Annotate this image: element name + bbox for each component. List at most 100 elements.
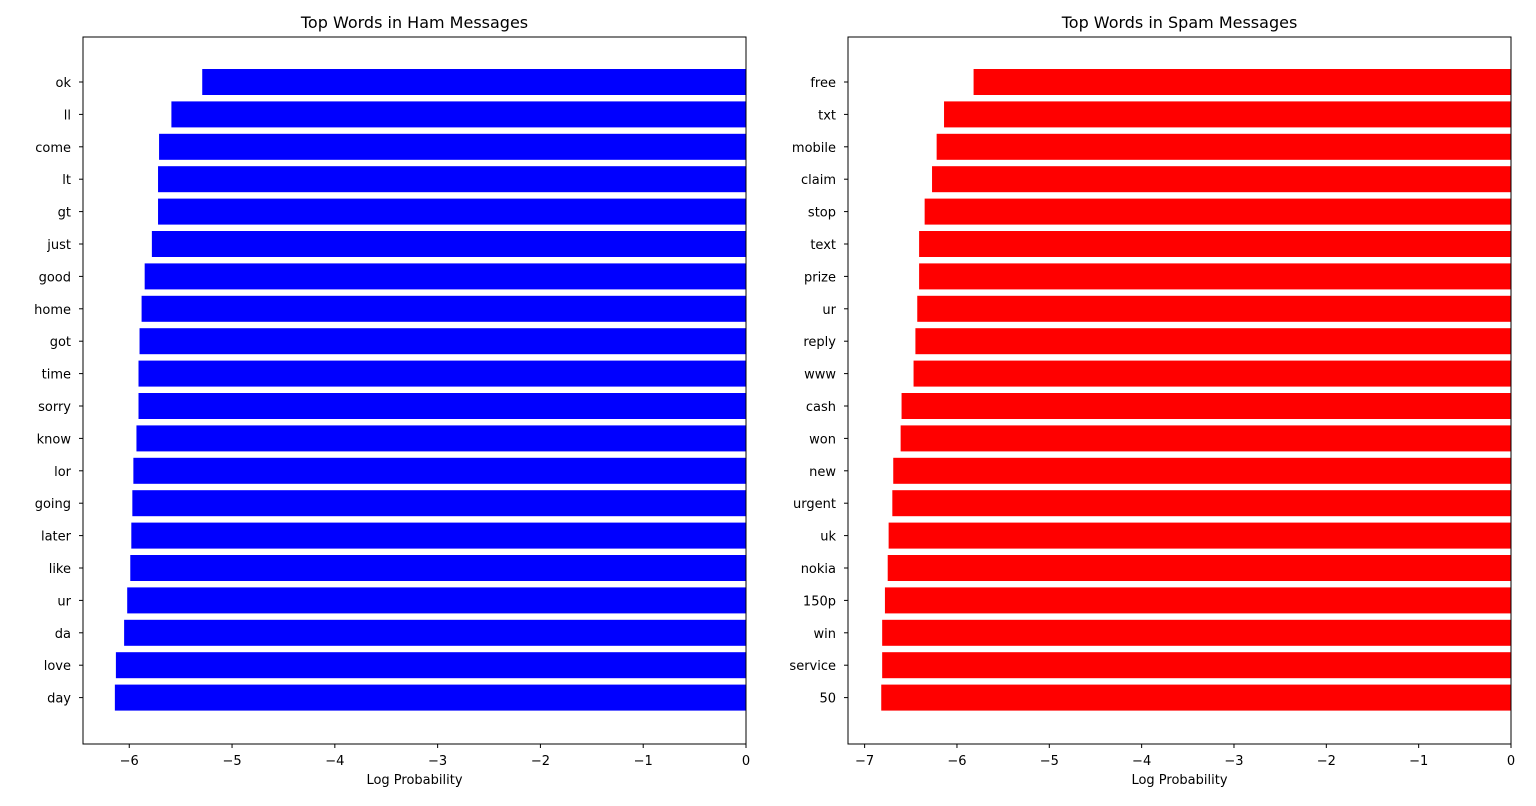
spam-bar-mobile — [936, 133, 1511, 160]
spam-bar-free — [973, 69, 1511, 95]
ham-ytick-label: da — [55, 627, 71, 642]
ham-bar-ll — [171, 101, 746, 128]
spam-xtick-label: −1 — [1409, 754, 1428, 769]
spam-xtick-label: −6 — [947, 754, 966, 769]
ham-ytick-label: lt — [62, 173, 71, 188]
spam-xtick-label: −7 — [855, 754, 874, 769]
ham-bar-lor — [133, 457, 747, 484]
spam-bar-service — [882, 652, 1511, 679]
ham-bar-later — [131, 522, 746, 549]
ham-xtick-label: −4 — [325, 754, 344, 769]
ham-bar-day — [114, 684, 747, 711]
spam-bar-50 — [881, 684, 1511, 711]
spam-ytick-label: new — [809, 465, 836, 480]
spam-bar-prize — [919, 263, 1511, 290]
ham-ytick-label: ok — [56, 76, 72, 91]
ham-ytick-label: love — [44, 659, 71, 674]
ham-bar-going — [132, 490, 746, 517]
spam-bar-uk — [888, 522, 1511, 549]
ham-x-axis-label: Log Probability — [366, 773, 462, 788]
spam-bar-ur — [917, 295, 1511, 322]
ham-chart-title: Top Words in Ham Messages — [300, 13, 528, 32]
spam-ytick-label: urgent — [793, 497, 836, 512]
spam-ytick-label: uk — [820, 530, 836, 545]
spam-ytick-label: cash — [806, 400, 836, 415]
ham-xtick-label: −3 — [428, 754, 447, 769]
ham-xtick-label: −6 — [120, 754, 139, 769]
spam-bar-new — [893, 457, 1511, 484]
ham-bar-sorry — [138, 393, 747, 419]
ham-xtick-label: −5 — [222, 754, 241, 769]
spam-ytick-label: 150p — [803, 594, 836, 609]
spam-ytick-label: prize — [804, 270, 836, 285]
spam-xtick-label: −4 — [1132, 754, 1151, 769]
ham-bar-love — [115, 652, 747, 679]
ham-bar-gt — [158, 198, 746, 225]
ham-bar-home — [141, 295, 746, 322]
spam-ytick-label: stop — [808, 206, 836, 221]
spam-xtick-label: −3 — [1224, 754, 1243, 769]
ham-bar-da — [124, 619, 747, 646]
spam-ytick-label: won — [809, 432, 836, 447]
ham-ytick-label: day — [47, 692, 71, 707]
ham-chart: Top Words in Ham Messages ok ll come lt gt jus… — [34, 13, 750, 788]
spam-bar-www — [913, 360, 1511, 387]
spam-axes-frame — [847, 36, 1512, 745]
spam-bar-won — [900, 425, 1511, 452]
spam-ytick-label: text — [810, 238, 836, 253]
spam-ytick-label: ur — [822, 303, 836, 318]
spam-bar-150p — [884, 587, 1511, 614]
spam-ytick-label: mobile — [792, 141, 836, 156]
ham-ytick-label: come — [35, 141, 71, 156]
spam-xtick-label: −5 — [1040, 754, 1059, 769]
spam-bar-reply — [915, 328, 1511, 355]
ham-bar-like — [130, 555, 747, 581]
ham-xtick-label: 0 — [742, 754, 750, 769]
ham-ytick-label: just — [46, 238, 71, 253]
spam-bar-cash — [901, 393, 1511, 419]
ham-bar-ur — [127, 587, 746, 614]
spam-bar-nokia — [887, 555, 1511, 581]
spam-bar-urgent — [892, 490, 1511, 517]
spam-chart: Top Words in Spam Messages free txt mobile c… — [789, 13, 1515, 788]
ham-bar-just — [151, 231, 747, 257]
ham-ytick-label: home — [34, 303, 71, 318]
spam-ytick-label: claim — [801, 173, 836, 188]
spam-chart-title: Top Words in Spam Messages — [1061, 13, 1298, 32]
ham-bar-got — [139, 328, 746, 355]
spam-bar-win — [882, 619, 1511, 646]
ham-ytick-label: going — [35, 497, 71, 512]
ham-ytick-label: lor — [54, 465, 72, 480]
spam-bar-text — [919, 231, 1511, 257]
spam-ytick-label: txt — [818, 108, 836, 123]
ham-bar-time — [138, 360, 747, 387]
ham-bar-ok — [202, 69, 747, 95]
spam-xtick-label: 0 — [1507, 754, 1515, 769]
spam-bar-stop — [924, 198, 1511, 225]
ham-ytick-label: got — [50, 335, 71, 350]
ham-ytick-label: time — [42, 368, 71, 383]
ham-bar-good — [144, 263, 746, 290]
spam-ytick-label: free — [810, 76, 836, 91]
spam-bar-txt — [944, 101, 1511, 128]
ham-bar-lt — [158, 166, 746, 193]
spam-ytick-label: win — [814, 627, 836, 642]
spam-ytick-label: service — [789, 659, 836, 674]
spam-ytick-label: nokia — [801, 562, 836, 577]
spam-bar-claim — [932, 166, 1511, 193]
spam-ytick-label: 50 — [819, 692, 836, 707]
spam-ytick-label: www — [804, 368, 836, 383]
ham-ytick-label: good — [39, 270, 71, 285]
spam-x-axis-label: Log Probability — [1131, 773, 1227, 788]
ham-ytick-label: sorry — [38, 400, 71, 415]
ham-ytick-label: ur — [57, 594, 71, 609]
spam-xtick-label: −2 — [1317, 754, 1336, 769]
ham-xtick-label: −2 — [531, 754, 550, 769]
ham-bar-know — [136, 425, 746, 452]
ham-ytick-label: ll — [64, 108, 71, 123]
ham-ytick-label: like — [49, 562, 71, 577]
ham-ytick-label: later — [41, 530, 72, 545]
ham-bar-come — [159, 133, 746, 160]
